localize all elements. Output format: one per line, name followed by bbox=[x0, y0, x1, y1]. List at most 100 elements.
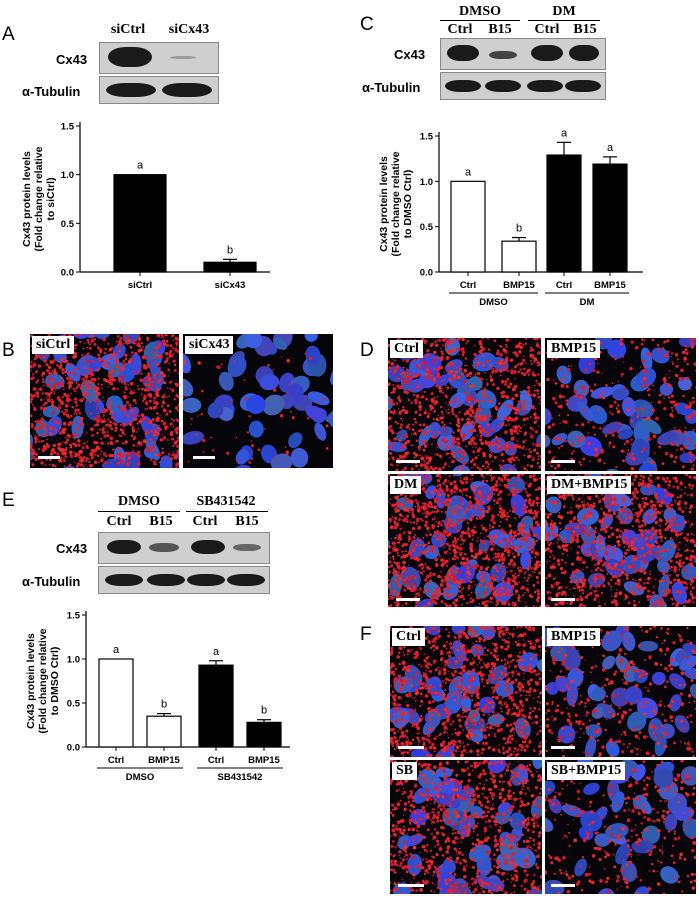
cx43-punctum bbox=[517, 599, 520, 602]
cx43-punctum bbox=[594, 530, 597, 534]
cx43-punctum bbox=[523, 367, 526, 371]
cx43-punctum bbox=[509, 428, 512, 431]
cx43-punctum bbox=[65, 446, 68, 449]
cx43-punctum bbox=[687, 599, 692, 603]
cx43-punctum bbox=[465, 342, 467, 345]
cx43-punctum bbox=[44, 429, 47, 432]
cx43-punctum bbox=[649, 573, 651, 575]
cx43-punctum bbox=[474, 456, 478, 460]
cx43-punctum bbox=[248, 461, 252, 464]
cx43-punctum bbox=[683, 536, 687, 540]
cx43-punctum bbox=[455, 366, 458, 369]
cx43-punctum bbox=[90, 336, 93, 339]
cx43-punctum bbox=[432, 418, 435, 421]
cx43-punctum bbox=[422, 431, 427, 436]
cx43-punctum bbox=[525, 505, 529, 509]
cx43-punctum bbox=[653, 452, 656, 454]
cx43-punctum bbox=[75, 434, 78, 437]
nucleus bbox=[658, 573, 670, 597]
cx43-punctum bbox=[580, 525, 584, 529]
cx43-punctum bbox=[495, 501, 499, 505]
cx43-punctum bbox=[389, 398, 393, 403]
nucleus bbox=[305, 345, 321, 365]
cx43-punctum bbox=[645, 524, 647, 527]
cx43-punctum bbox=[153, 357, 156, 360]
cx43-punctum bbox=[550, 358, 554, 361]
cx43-punctum bbox=[443, 500, 447, 504]
cx43-punctum bbox=[494, 477, 497, 479]
cx43-punctum bbox=[497, 556, 500, 559]
cx43-punctum bbox=[388, 343, 391, 348]
cx43-punctum bbox=[462, 385, 465, 388]
cx43-punctum bbox=[512, 604, 514, 607]
cx43-punctum bbox=[499, 565, 503, 569]
cx43-punctum bbox=[506, 364, 509, 366]
cx43-punctum bbox=[69, 450, 73, 455]
cx43-punctum bbox=[65, 408, 69, 412]
cx43-punctum bbox=[493, 443, 497, 446]
cx43-punctum bbox=[640, 508, 644, 512]
cx43-punctum bbox=[111, 377, 115, 382]
cx43-punctum bbox=[491, 476, 495, 480]
cx43-punctum bbox=[103, 400, 105, 402]
cx43-punctum bbox=[681, 564, 684, 568]
cx43-punctum bbox=[410, 499, 414, 504]
cx43-punctum bbox=[491, 536, 495, 540]
cx43-punctum bbox=[512, 351, 514, 354]
cx43-punctum bbox=[449, 489, 454, 493]
cx43-punctum bbox=[433, 368, 436, 371]
cx43-punctum bbox=[492, 383, 496, 387]
cx43-punctum bbox=[630, 438, 633, 441]
cx43-punctum bbox=[488, 527, 491, 530]
cx43-punctum bbox=[108, 347, 113, 352]
cx43-punctum bbox=[667, 487, 670, 489]
cx43-punctum bbox=[56, 364, 59, 367]
cx43-punctum bbox=[110, 427, 114, 430]
cx43-punctum bbox=[105, 433, 110, 438]
cx43-punctum bbox=[604, 496, 608, 500]
bar bbox=[113, 174, 167, 273]
cx43-punctum bbox=[415, 439, 418, 442]
cx43-punctum bbox=[649, 601, 652, 604]
cx43-punctum bbox=[389, 569, 391, 572]
cx43-punctum bbox=[578, 461, 581, 464]
cx43-punctum bbox=[146, 441, 149, 444]
cx43-punctum bbox=[656, 596, 658, 598]
cx43-punctum bbox=[447, 403, 450, 406]
cx43-punctum bbox=[616, 515, 619, 518]
cx43-punctum bbox=[588, 362, 592, 366]
cx43-punctum bbox=[453, 592, 456, 596]
cx43-punctum bbox=[445, 402, 447, 404]
cx43-punctum bbox=[506, 577, 511, 581]
cx43-punctum bbox=[651, 527, 655, 531]
cx43-punctum bbox=[598, 498, 600, 500]
cx43-punctum bbox=[423, 339, 427, 343]
cx43-punctum bbox=[398, 411, 402, 415]
cx43-punctum bbox=[503, 556, 506, 559]
cx43-punctum bbox=[452, 564, 456, 568]
cx43-punctum bbox=[75, 334, 80, 337]
cx43-punctum bbox=[420, 456, 425, 461]
cx43-punctum bbox=[522, 440, 526, 444]
cx43-punctum bbox=[85, 444, 89, 448]
cx43-punctum bbox=[645, 353, 648, 355]
nucleus bbox=[246, 394, 266, 415]
cx43-punctum bbox=[537, 444, 541, 448]
cx43-punctum bbox=[546, 515, 550, 519]
cx43-punctum bbox=[545, 499, 548, 503]
cx43-punctum bbox=[452, 601, 456, 605]
cx43-punctum bbox=[500, 422, 505, 427]
cx43-punctum bbox=[500, 498, 502, 501]
cx43-punctum bbox=[407, 577, 411, 581]
cx43-punctum bbox=[471, 480, 473, 482]
cx43-punctum bbox=[458, 546, 463, 551]
cx43-punctum bbox=[448, 569, 452, 573]
cx43-punctum bbox=[424, 543, 427, 547]
cx43-punctum bbox=[172, 425, 175, 428]
cx43-punctum bbox=[96, 412, 99, 414]
cx43-punctum bbox=[403, 532, 406, 535]
cx43-punctum bbox=[122, 334, 127, 337]
cx43-punctum bbox=[581, 514, 585, 518]
cx43-punctum bbox=[569, 535, 574, 540]
cx43-punctum bbox=[655, 532, 658, 535]
